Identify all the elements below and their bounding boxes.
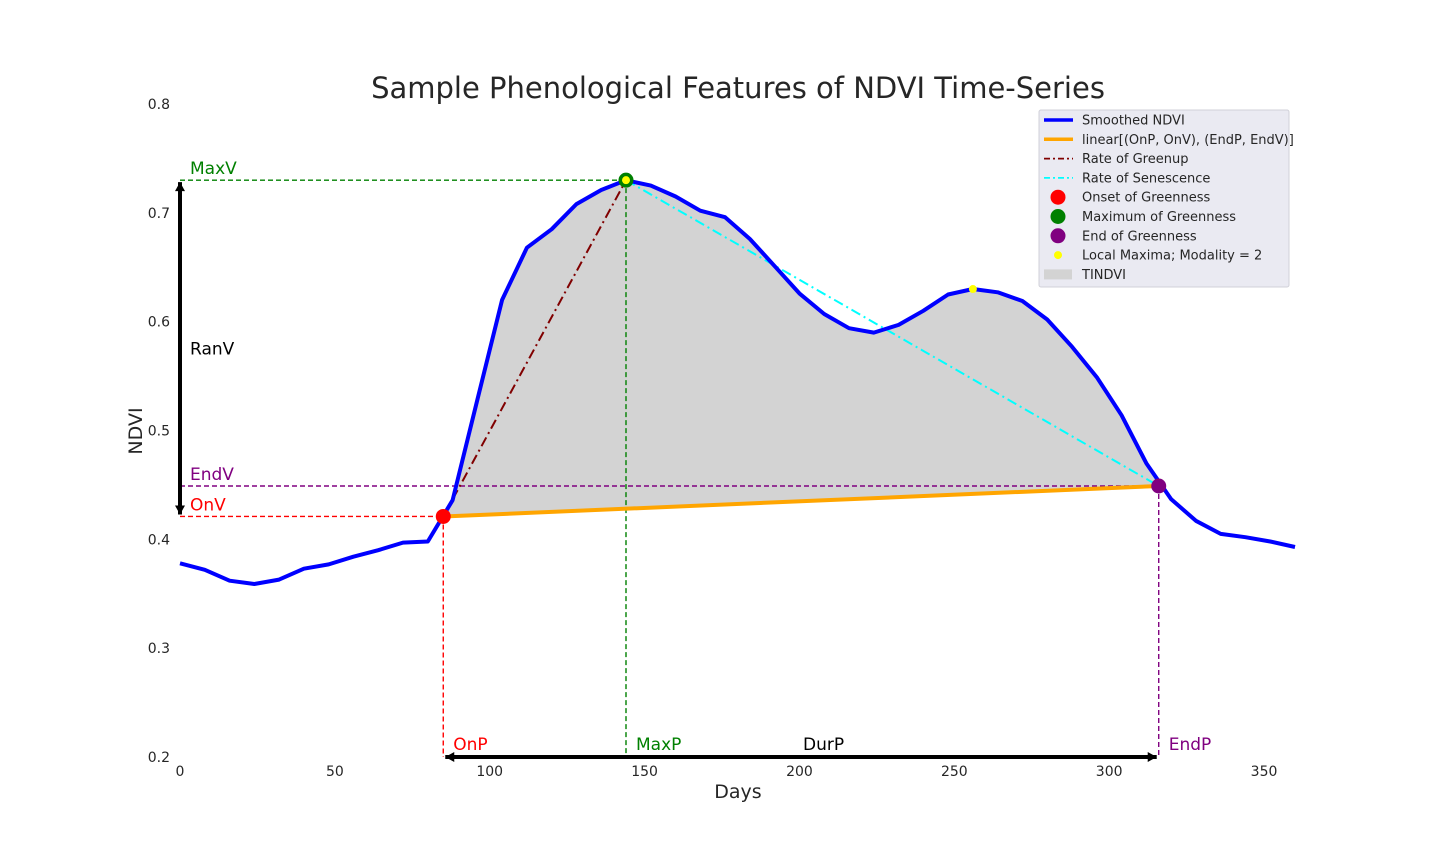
ranv-label: RanV — [190, 339, 235, 359]
x-tick-label: 150 — [631, 764, 658, 780]
local-maximum-point — [968, 285, 977, 294]
y-tick-label: 0.4 — [148, 532, 170, 548]
x-tick-label: 100 — [476, 764, 503, 780]
legend-tindvi: TINDVI — [1044, 268, 1126, 283]
legend-tindvi-swatch — [1044, 269, 1072, 280]
legend-rate-of-greenup-label: Rate of Greenup — [1082, 152, 1188, 167]
y-axis-label: NDVI — [125, 407, 147, 454]
legend-box — [1038, 109, 1290, 288]
tindvi-area-layer — [443, 180, 1159, 517]
durp-arrow — [445, 752, 1157, 762]
legend-end-swatch — [1050, 228, 1066, 244]
maxp-label: MaxP — [636, 735, 681, 755]
legend: Smoothed NDVI linear[(OnP, OnV), (EndP, E… — [1038, 109, 1294, 288]
arrows-layer — [175, 182, 1157, 762]
ranv-arrow-head — [175, 182, 185, 192]
legend-local-maxima: Local Maxima; Modality = 2 — [1054, 249, 1262, 264]
onv-label: OnV — [190, 495, 226, 515]
rate-of-senescence-line — [625, 179, 1160, 487]
y-tick-label: 0.5 — [148, 424, 170, 440]
ranv-arrow — [175, 182, 185, 515]
local-maximum-point — [622, 176, 630, 185]
x-tick-label: 50 — [326, 764, 344, 780]
endp-label: EndP — [1169, 735, 1212, 755]
linear-baseline-line — [443, 484, 1159, 519]
x-tick-label: 350 — [1251, 764, 1278, 780]
legend-tindvi-label: TINDVI — [1081, 268, 1126, 283]
onset-point — [435, 508, 451, 524]
legend-smoothed-ndvi-label: Smoothed NDVI — [1082, 114, 1185, 129]
ranv-arrow-head — [175, 505, 185, 515]
x-tick-label: 200 — [786, 764, 813, 780]
x-axis-label: Days — [714, 781, 761, 803]
x-tick-label: 250 — [941, 764, 968, 780]
durp-label: DurP — [803, 735, 844, 755]
legend-maximum-swatch — [1050, 209, 1066, 224]
legend-end: End of Greenness — [1050, 228, 1197, 244]
points-layer — [435, 172, 1167, 524]
annotations-layer: MaxV RanV EndV OnV OnP MaxP DurP EndP — [190, 159, 1211, 755]
series-lines-layer — [179, 178, 1296, 586]
x-tick-label: 300 — [1096, 764, 1123, 780]
x-tick-label: 0 — [176, 764, 185, 780]
y-tick-label: 0.8 — [148, 97, 170, 113]
legend-smoothed-ndvi: Smoothed NDVI — [1044, 114, 1185, 129]
rate-of-greenup-line — [442, 179, 627, 517]
maxv-label: MaxV — [190, 159, 237, 179]
legend-onset: Onset of Greenness — [1050, 189, 1211, 206]
legend-rate-of-senescence-label: Rate of Senescence — [1082, 171, 1210, 186]
durp-arrow-head — [445, 752, 455, 762]
legend-rate-of-senescence: Rate of Senescence — [1044, 171, 1210, 186]
y-tick-label: 0.6 — [148, 315, 170, 331]
legend-linear-label: linear[(OnP, OnV), (EndP, EndV)] — [1082, 133, 1294, 148]
smoothed-ndvi-line — [179, 178, 1296, 586]
legend-onset-label: Onset of Greenness — [1082, 191, 1211, 206]
durp-arrow-head — [1147, 752, 1157, 762]
legend-end-label: End of Greenness — [1082, 229, 1197, 244]
legend-maximum: Maximum of Greenness — [1050, 209, 1236, 225]
chart-title: Sample Phenological Features of NDVI Tim… — [371, 71, 1105, 105]
ticks-layer: 0 50 100 150 200 250 300 350 0.2 0.3 0.4 0.5 0.6 0.7 0… — [148, 97, 1278, 780]
y-tick-label: 0.7 — [148, 206, 170, 222]
y-tick-label: 0.3 — [148, 641, 170, 657]
onp-label: OnP — [453, 735, 487, 755]
tindvi-area — [443, 180, 1159, 517]
end-point — [1151, 478, 1167, 494]
legend-rate-of-greenup: Rate of Greenup — [1044, 152, 1188, 167]
legend-onset-swatch — [1050, 189, 1066, 205]
y-tick-label: 0.2 — [148, 750, 170, 766]
legend-local-maxima-swatch — [1054, 251, 1062, 260]
legend-maximum-label: Maximum of Greenness — [1082, 210, 1236, 225]
endv-label: EndV — [190, 465, 234, 485]
legend-linear: linear[(OnP, OnV), (EndP, EndV)] — [1044, 133, 1294, 148]
guide-lines-layer — [180, 179, 1160, 757]
legend-local-maxima-label: Local Maxima; Modality = 2 — [1082, 249, 1262, 264]
